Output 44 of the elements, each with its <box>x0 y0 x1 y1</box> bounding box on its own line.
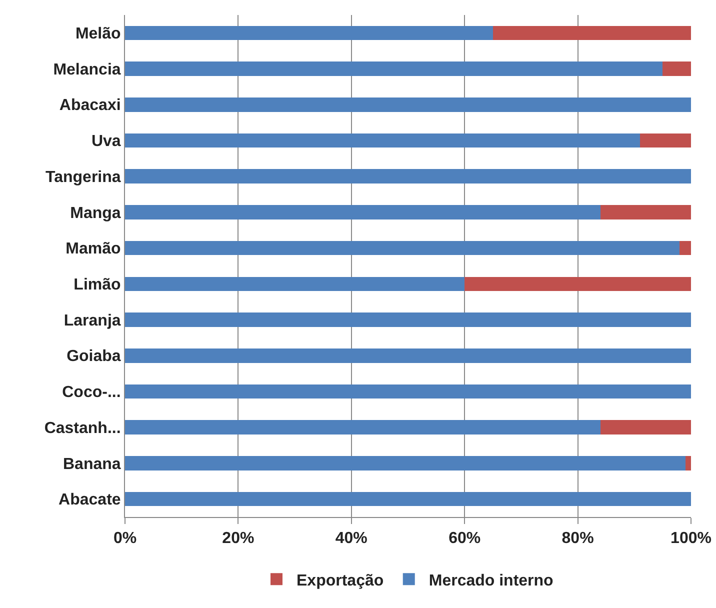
y-tick-label: Limão <box>74 276 122 294</box>
x-tick-label: 40% <box>335 530 368 548</box>
bar <box>680 240 691 256</box>
bar <box>600 420 691 435</box>
x-tick-label: 20% <box>222 530 254 548</box>
bar <box>125 276 465 292</box>
x-tick-label: 80% <box>562 530 594 548</box>
bar <box>125 133 640 148</box>
y-tick-label: Melão <box>75 26 122 43</box>
y-tick-label: Laranja <box>64 312 121 330</box>
legend-label: Mercado interno <box>428 572 554 590</box>
bar <box>125 348 691 363</box>
y-tick-label: Tangerina <box>46 168 121 186</box>
bar <box>640 133 691 148</box>
y-tick-label: Abacaxi <box>59 97 121 114</box>
y-tick-label: Coco-... <box>62 384 121 402</box>
bar <box>492 26 691 40</box>
bar <box>125 312 691 327</box>
y-tick-label: Melancia <box>53 61 121 78</box>
bar <box>125 456 686 470</box>
bar <box>685 456 691 470</box>
y-tick-label: Uva <box>91 133 121 150</box>
y-tick-label: Mamão <box>66 240 122 258</box>
y-tick-label: Banana <box>63 456 121 473</box>
bar <box>125 240 680 256</box>
legend-label: Exportação <box>296 572 384 590</box>
bar <box>125 169 691 184</box>
bar <box>125 384 691 399</box>
bar <box>125 420 600 435</box>
bar <box>125 205 600 220</box>
y-tick-label: Goiaba <box>66 348 121 366</box>
bar <box>464 276 691 292</box>
y-tick-label: Castanh... <box>44 420 121 437</box>
bar <box>662 62 691 76</box>
x-tick-label: 60% <box>448 530 481 548</box>
bar <box>600 205 691 220</box>
bar <box>125 62 663 76</box>
y-tick-label: Abacate <box>58 492 121 509</box>
y-tick-label: Manga <box>70 204 121 222</box>
bar <box>125 97 691 112</box>
bar <box>125 26 493 40</box>
x-tick-label: 100% <box>670 530 712 548</box>
bar <box>125 492 691 506</box>
x-tick-label: 0% <box>113 530 137 548</box>
